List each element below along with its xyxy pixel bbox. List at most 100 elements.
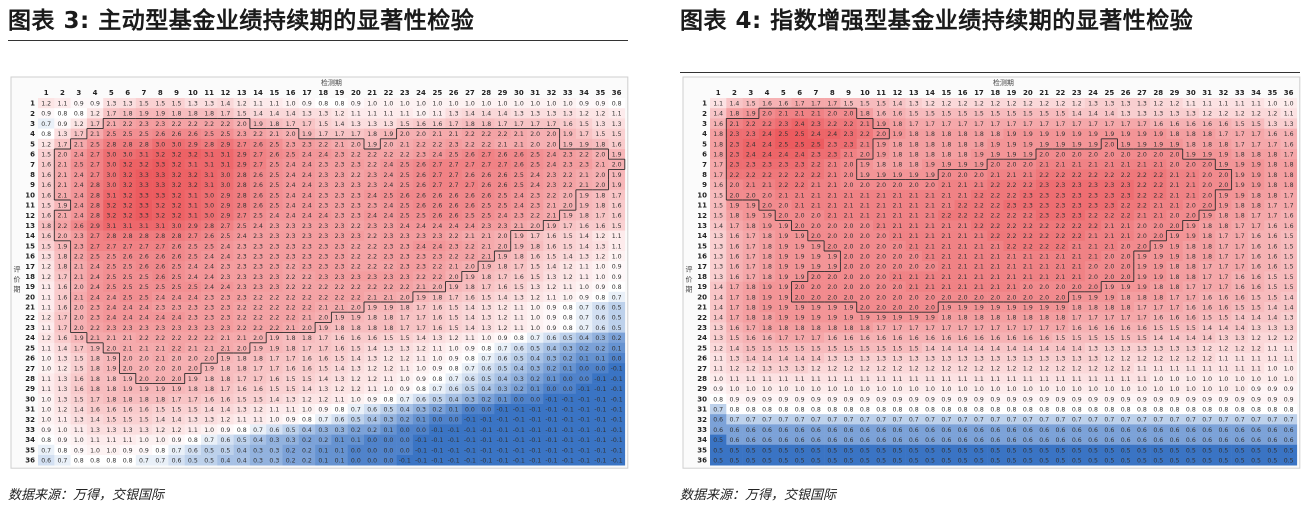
heatmap-cell (856, 98, 874, 109)
cell-value-label: 2.1 (1121, 162, 1131, 169)
x-tick-label: 14 (925, 89, 935, 97)
cell-value-label: 1.1 (465, 335, 475, 342)
heatmap-cell (840, 251, 857, 262)
cell-value-label: 2.0 (106, 345, 116, 352)
cell-value-label: 2.3 (269, 233, 279, 240)
cell-value-label: 1.8 (1267, 152, 1277, 159)
heatmap-cell (298, 169, 316, 180)
heatmap-cell (1215, 138, 1232, 150)
heatmap-cell (592, 108, 609, 119)
heatmap-cell (840, 200, 857, 211)
heatmap-cell (824, 230, 841, 242)
heatmap-cell (1036, 271, 1053, 282)
heatmap-cell (54, 220, 71, 231)
heatmap-cell (1003, 332, 1020, 344)
heatmap-cell (201, 353, 218, 364)
heatmap-cell (119, 383, 137, 395)
cell-value-label: 1.0 (1088, 386, 1098, 393)
heatmap-cell (70, 414, 88, 425)
heatmap-cell (70, 363, 88, 374)
cell-value-label: 3.2 (172, 213, 182, 220)
heatmap-cell (494, 455, 511, 466)
cell-value-label: 1.3 (563, 111, 573, 118)
heatmap-cell (217, 393, 234, 405)
heatmap-cell (315, 128, 332, 140)
cell-value-label: 2.5 (139, 284, 149, 291)
cell-value-label: 1.3 (762, 366, 772, 373)
cell-value-label: 2.1 (909, 233, 919, 240)
cell-value-label: 2.3 (123, 325, 133, 332)
cell-value-label: 2.3 (204, 325, 214, 332)
cell-value-label: 1.4 (1153, 335, 1163, 342)
heatmap-cell (1199, 149, 1216, 160)
heatmap-cell (494, 251, 511, 262)
cell-value-label: 2.4 (302, 192, 312, 199)
heatmap-cell (1264, 302, 1281, 313)
heatmap-cell (987, 159, 1004, 170)
cell-value-label: 1.9 (1153, 131, 1163, 138)
cell-value-label: 2.4 (204, 284, 214, 291)
heatmap-cell (856, 383, 874, 395)
cell-value-label: 1.9 (778, 305, 788, 312)
heatmap-cell (1084, 271, 1102, 282)
heatmap-cell (70, 444, 88, 456)
cell-value-label: 0.6 (595, 325, 605, 332)
heatmap-cell (592, 179, 609, 191)
cell-value-label: 2.1 (1088, 162, 1098, 169)
cell-value-label: 2.2 (318, 141, 328, 148)
heatmap-cell (1199, 240, 1216, 252)
cell-value-label: 2.3 (432, 233, 442, 240)
cell-value-label: 3.2 (123, 162, 133, 169)
cell-value-label: 1.0 (941, 386, 951, 393)
cell-value-label: 1.3 (909, 101, 919, 108)
heatmap-cell (445, 271, 463, 282)
cell-value-label: 1.6 (1219, 305, 1229, 312)
heatmap-cell (412, 342, 430, 354)
heatmap-cell (1247, 332, 1265, 344)
cell-value-label: 1.8 (1284, 162, 1294, 169)
cell-value-label: 1.9 (188, 376, 198, 383)
cell-value-label: 1.0 (530, 305, 540, 312)
x-tick-label: 17 (302, 89, 312, 97)
heatmap-cell (608, 108, 626, 119)
cell-value-label: 2.2 (351, 243, 361, 250)
cell-value-label: 2.4 (318, 152, 328, 159)
heatmap-cell (184, 240, 202, 252)
cell-value-label: -0.1 (611, 437, 623, 444)
heatmap-cell (1280, 312, 1298, 323)
cell-value-label: 1.8 (974, 141, 984, 148)
cell-value-label: 1.9 (1039, 305, 1049, 312)
heatmap-cell (987, 179, 1004, 191)
heatmap-cell (938, 312, 955, 323)
heatmap-cell (1231, 210, 1249, 221)
cell-value-label: 2.3 (253, 254, 263, 261)
heatmap-cell (970, 342, 988, 354)
cell-value-label: 1.6 (925, 335, 935, 342)
cell-value-label: 2.5 (530, 162, 540, 169)
heatmap-cell (1003, 128, 1020, 140)
heatmap-cell (135, 128, 153, 140)
cell-value-label: 1.7 (1137, 121, 1147, 128)
heatmap-cell (298, 138, 316, 150)
x-tick-label: 33 (1235, 89, 1245, 97)
cell-value-label: 2.0 (860, 243, 870, 250)
heatmap-cell (1182, 179, 1200, 191)
heatmap-cell (412, 332, 430, 344)
y-tick-label: 3 (702, 120, 707, 128)
heatmap-cell (315, 353, 332, 364)
cell-value-label: 1.5 (860, 345, 870, 352)
heatmap-cell (1052, 312, 1069, 323)
cell-value-label: 1.3 (432, 335, 442, 342)
cell-value-label: 2.1 (827, 182, 837, 189)
heatmap-cell (1199, 353, 1216, 364)
cell-value-label: 2.3 (74, 233, 84, 240)
heatmap-cell (412, 363, 430, 374)
heatmap-cell (184, 353, 202, 364)
heatmap-cell (282, 220, 300, 231)
cell-value-label: 1.2 (547, 284, 557, 291)
cell-value-label: 1.1 (1267, 356, 1277, 363)
heatmap-cell (168, 322, 185, 333)
heatmap-cell (364, 179, 381, 191)
cell-value-label: 1.2 (713, 345, 723, 352)
cell-value-label: 2.1 (795, 192, 805, 199)
